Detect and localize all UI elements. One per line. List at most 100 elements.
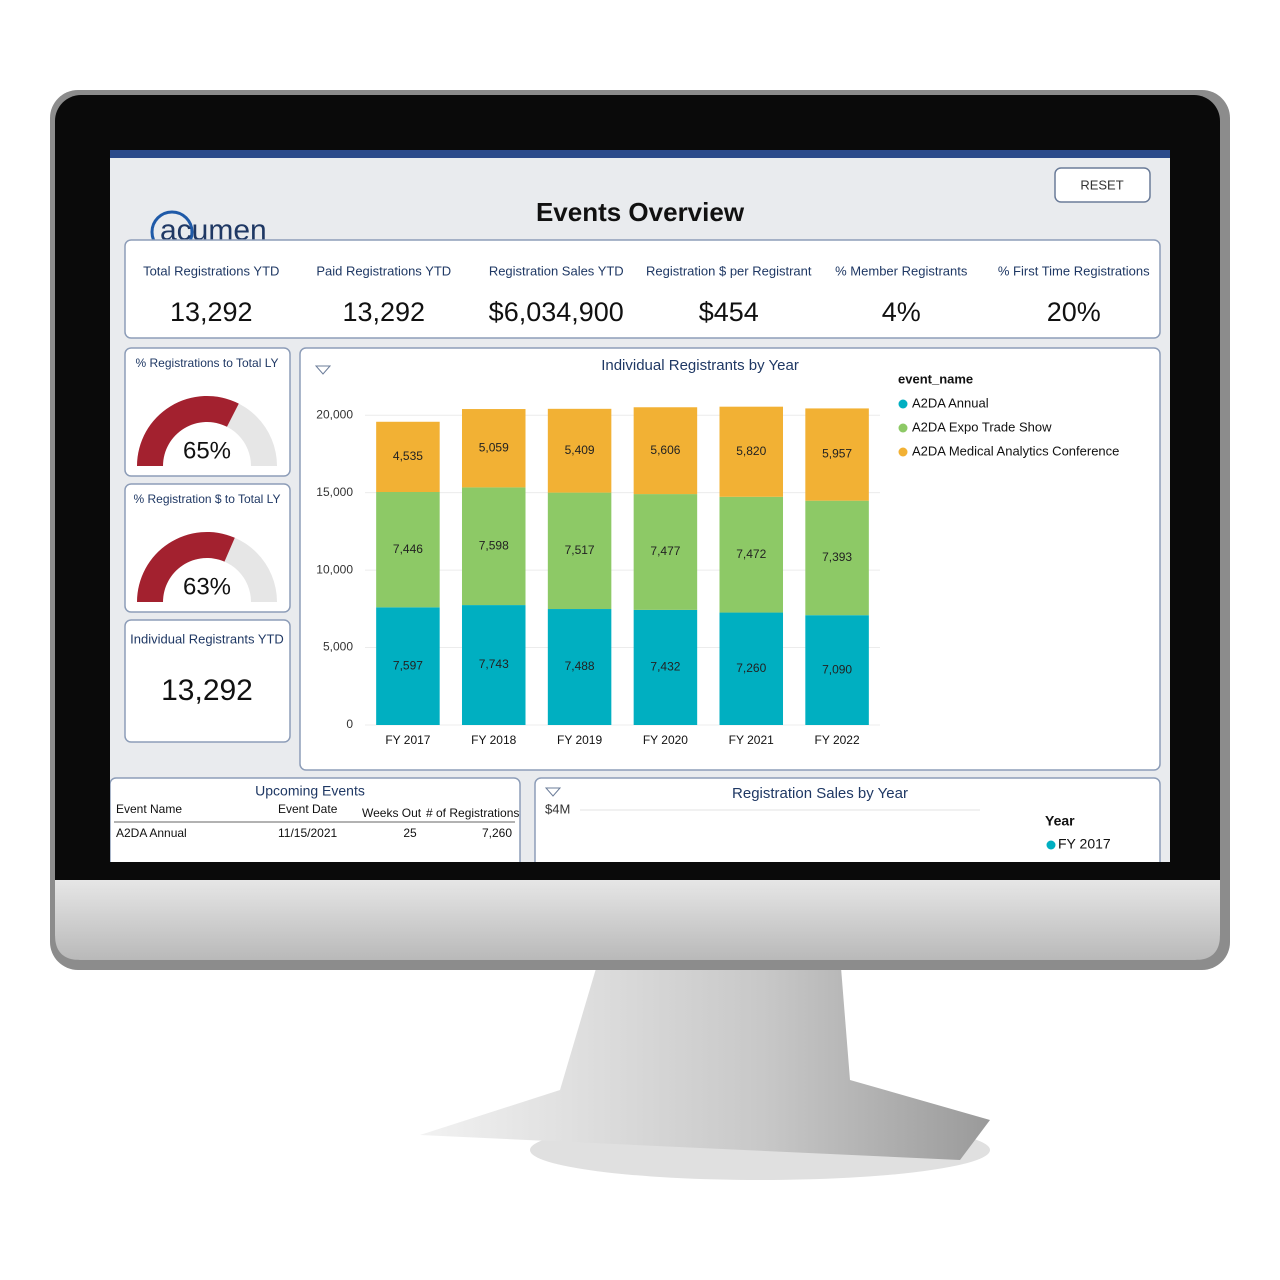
bar-segment (633, 407, 698, 495)
reset-button[interactable] (1054, 167, 1151, 203)
gauge-arc (137, 532, 235, 602)
bar-segment (805, 615, 869, 725)
legend-title: event_name (898, 371, 973, 386)
table-header: # of Registrations (426, 806, 519, 820)
x-tick-label: FY 2021 (729, 733, 774, 747)
data-label: 5,820 (736, 444, 766, 458)
kpi-value: 13,292 (170, 297, 253, 327)
gauge-value: 63% (183, 573, 231, 600)
data-label: 5,606 (650, 443, 680, 457)
kpi-value: 20% (1047, 297, 1101, 327)
stand (420, 955, 990, 1160)
bar-segment (547, 609, 612, 725)
kpi-value: 4% (882, 297, 921, 327)
bar-segment (376, 421, 440, 493)
y-tick-label: 15,000 (316, 485, 353, 499)
data-label: 7,488 (565, 659, 595, 673)
bar-segment (376, 607, 440, 725)
gauge-label: % Registrations to Total LY (136, 356, 279, 370)
top-bar (110, 150, 1170, 158)
table-cell: 25 (403, 826, 417, 840)
table-cell: A2DA Annual (116, 826, 187, 840)
screen: acumen Events Overview RESET Individual … (110, 150, 1170, 862)
kpi-value: $6,034,900 (489, 297, 624, 327)
gauge-value: 65% (183, 437, 231, 464)
legend-label: A2DA Medical Analytics Conference (912, 443, 1119, 458)
kpi-value: $454 (699, 297, 759, 327)
data-label: 7,090 (822, 662, 852, 676)
x-tick-label: FY 2018 (471, 733, 516, 747)
x-tick-label: FY 2019 (557, 733, 602, 747)
data-label: 5,059 (479, 440, 509, 454)
data-label: 7,597 (393, 658, 423, 672)
x-tick-label: FY 2017 (385, 733, 430, 747)
kpi-label: Registration $ per Registrant (646, 263, 812, 278)
y-tick-label: 10,000 (316, 562, 353, 576)
table-header: Weeks Out (362, 806, 422, 820)
kpi-label: % First Time Registrations (998, 263, 1150, 278)
table-header: Event Date (278, 802, 338, 816)
sales-legend-title: Year (1045, 813, 1075, 829)
bar-segment (376, 492, 440, 608)
reset-label[interactable]: RESET (1080, 177, 1123, 192)
legend-swatch (1046, 840, 1056, 850)
bar-segment (547, 492, 612, 610)
kpi-label: Registration Sales YTD (489, 263, 624, 278)
x-tick-label: FY 2020 (643, 733, 688, 747)
data-label: 7,743 (479, 657, 509, 671)
chart-title: Individual Registrants by Year (601, 357, 799, 374)
legend-label: A2DA Expo Trade Show (912, 419, 1052, 434)
page-title: Events Overview (536, 197, 745, 227)
kpi-label: Paid Registrations YTD (316, 263, 451, 278)
data-label: 7,260 (736, 661, 766, 675)
data-label: 7,598 (479, 538, 509, 552)
legend-label: FY 2017 (1058, 836, 1111, 852)
chin (55, 880, 1220, 960)
data-label: 7,393 (822, 550, 852, 564)
data-label: 7,446 (393, 542, 423, 556)
sales-title: Registration Sales by Year (732, 785, 908, 802)
bar-segment (719, 496, 784, 613)
bar-segment (633, 494, 698, 610)
sales-panel (534, 777, 1161, 862)
bar-segment (461, 487, 526, 606)
bar-segment (633, 609, 698, 725)
sales-y-tick: $4M (545, 801, 570, 816)
gauge-arc (137, 395, 239, 466)
data-label: 5,409 (565, 443, 595, 457)
ytd-value: 13,292 (161, 674, 253, 707)
bar-segment (719, 406, 784, 497)
ytd-panel (124, 619, 291, 743)
kpi-panel (124, 239, 1161, 339)
legend-swatch (898, 423, 908, 433)
data-label: 7,517 (565, 543, 595, 557)
table-header: Event Name (116, 802, 182, 816)
legend-swatch (898, 447, 908, 457)
bar-segment (719, 612, 784, 725)
y-tick-label: 0 (346, 717, 353, 731)
ytd-label: Individual Registrants YTD (130, 631, 284, 646)
table-cell: 7,260 (482, 826, 512, 840)
bar-segment (461, 605, 526, 725)
data-label: 7,477 (650, 544, 680, 558)
legend-label: A2DA Annual (912, 395, 989, 410)
data-label: 4,535 (393, 449, 423, 463)
events-panel (110, 777, 521, 862)
filter-icon[interactable] (544, 787, 562, 797)
bar-segment (805, 500, 869, 616)
y-tick-label: 5,000 (323, 640, 353, 654)
data-label: 7,472 (736, 547, 766, 561)
bar-segment (805, 408, 869, 501)
x-tick-label: FY 2022 (815, 733, 860, 747)
bar-segment (547, 408, 612, 493)
data-label: 5,957 (822, 447, 852, 461)
y-tick-label: 20,000 (316, 407, 353, 421)
kpi-label: Total Registrations YTD (143, 263, 279, 278)
table-cell: 11/15/2021 (278, 826, 337, 840)
filter-icon[interactable] (314, 365, 332, 375)
kpi-value: 13,292 (342, 297, 425, 327)
data-label: 7,432 (650, 660, 680, 674)
gauge-label: % Registration $ to Total LY (134, 492, 281, 506)
